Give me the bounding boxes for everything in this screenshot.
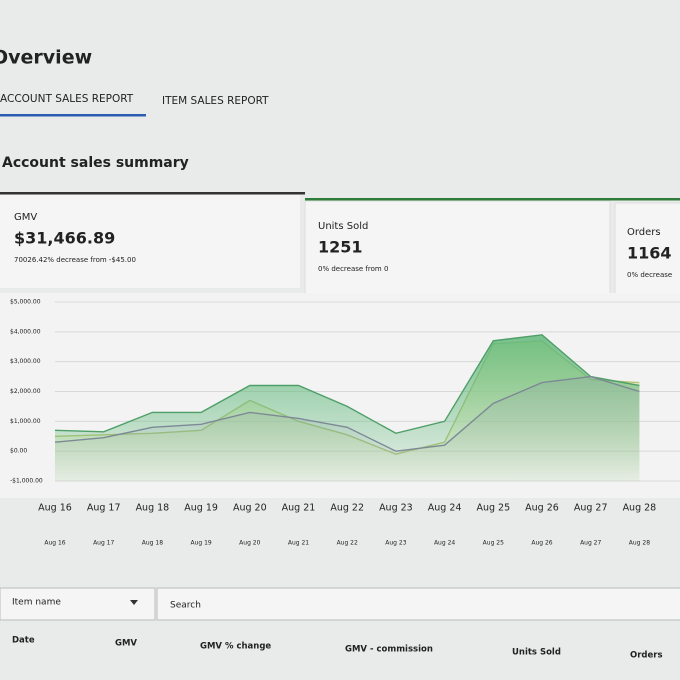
tab[interactable]: ACCOUNT SALES REPORT	[0, 93, 134, 105]
x-tick-label: Aug 23	[379, 503, 413, 514]
metric-note: 0% decrease from 0	[318, 265, 388, 273]
x-minor-label: Aug 28	[629, 540, 650, 547]
metric-note: 70026.42% decrease from -$45.00	[14, 256, 136, 264]
y-tick-label: $1,000.00	[10, 418, 41, 425]
y-tick-label: $5,000.00	[10, 299, 41, 306]
x-minor-label: Aug 19	[190, 540, 211, 547]
table-header: GMV % change	[200, 642, 271, 652]
search-box[interactable]	[156, 587, 680, 621]
metric-label: Units Sold	[318, 221, 368, 232]
x-tick-label: Aug 21	[282, 503, 316, 514]
card-border	[0, 192, 305, 195]
x-minor-label: Aug 27	[580, 540, 601, 547]
x-tick-label: Aug 17	[87, 503, 121, 514]
line	[54, 334, 640, 435]
x-minor-label: Aug 21	[288, 540, 309, 547]
table-header: Date	[12, 636, 35, 646]
page-title: Overview	[0, 47, 92, 69]
x-minor-label: Aug 26	[531, 540, 552, 547]
line	[54, 375, 640, 452]
x-tick-label: Aug 26	[525, 503, 559, 514]
y-tick-label: $3,000.00	[10, 358, 41, 365]
x-tick-label: Aug 18	[136, 503, 170, 514]
area	[55, 376, 640, 481]
x-tick-label: Aug 24	[428, 503, 462, 514]
x-tick-label: Aug 28	[623, 503, 657, 514]
card-border	[305, 198, 680, 201]
x-minor-label: Aug 24	[434, 540, 455, 547]
metric-value: 1164	[627, 244, 672, 263]
dropdown-label: Item name	[12, 598, 61, 608]
metric-card[interactable]	[304, 200, 611, 295]
x-tick-label: Aug 27	[574, 503, 608, 514]
table-header: GMV - commission	[345, 645, 433, 655]
x-minor-label: Aug 16	[44, 540, 65, 547]
tab-underline	[0, 114, 146, 117]
x-tick-label: Aug 16	[38, 503, 72, 514]
x-minor-label: Aug 18	[142, 540, 163, 547]
dropdown[interactable]	[0, 587, 156, 621]
table-header: Units Sold	[512, 648, 561, 658]
x-minor-label: Aug 25	[483, 540, 504, 547]
metric-value: $31,466.89	[14, 229, 115, 248]
dropdown-arrow	[130, 600, 138, 605]
x-tick-label: Aug 25	[476, 503, 510, 514]
metric-label: GMV	[14, 212, 37, 223]
y-tick-label: $0.00	[10, 448, 27, 455]
y-tick-label: $4,000.00	[10, 328, 41, 335]
x-tick-label: Aug 20	[233, 503, 267, 514]
search-placeholder: Search	[170, 601, 201, 611]
x-minor-label: Aug 23	[385, 540, 406, 547]
y-tick-label: $2,000.00	[10, 388, 41, 395]
x-minor-label: Aug 17	[93, 540, 114, 547]
metric-card[interactable]	[0, 195, 300, 288]
table-header: GMV	[115, 639, 137, 649]
metric-note: 0% decrease	[627, 271, 672, 279]
x-tick-label: Aug 19	[184, 503, 218, 514]
metric-value: 1251	[318, 238, 363, 257]
section-title: Account sales summary	[2, 155, 189, 171]
y-tick-label: -$1,000.00	[10, 478, 43, 485]
tab[interactable]: ITEM SALES REPORT	[162, 95, 269, 107]
x-minor-label: Aug 22	[337, 540, 358, 547]
table-header: Orders	[630, 651, 663, 661]
metric-label: Orders	[627, 227, 661, 238]
x-tick-label: Aug 22	[330, 503, 364, 514]
x-minor-label: Aug 20	[239, 540, 260, 547]
